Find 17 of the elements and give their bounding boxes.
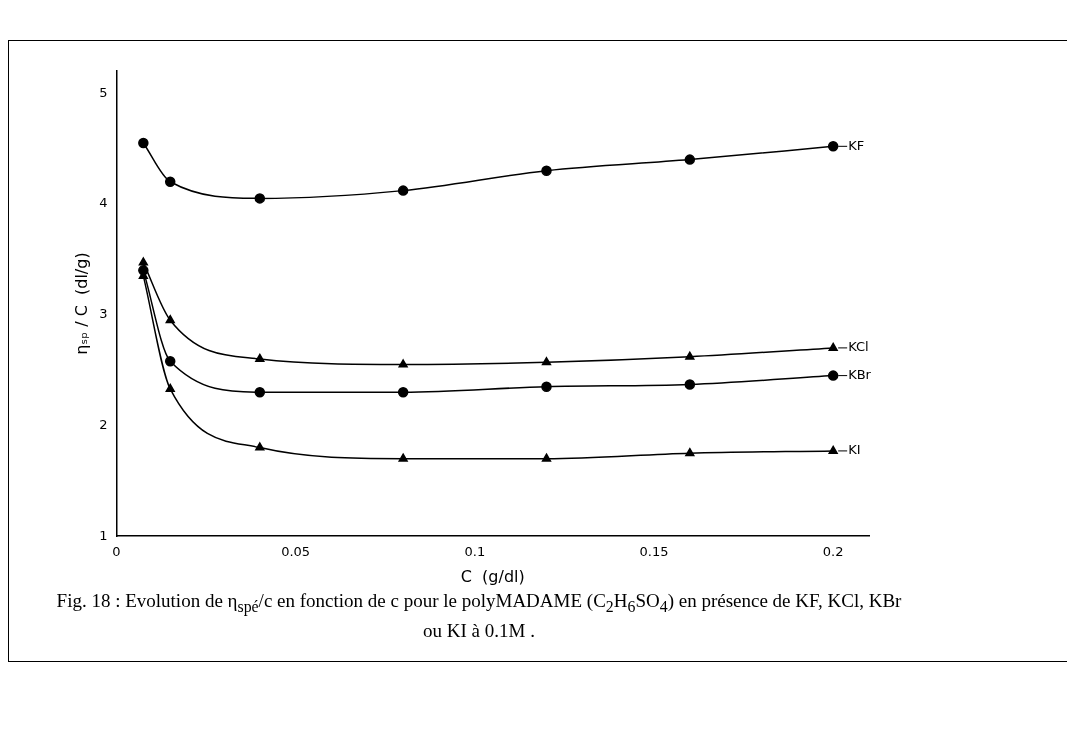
y-tick-label: 4: [99, 195, 108, 211]
y-tick-label: 3: [99, 306, 108, 322]
text: Fig. 18 : Evolution de η$_{spé}$/c en fonction de c pour le polyMADAME (C$_{2}$H$_{6}$SO$_{4}$) en présence de KF, KCl, KBr ou KI à 0.1M .: [56, 590, 902, 641]
x-tick-label: 0.05: [281, 544, 311, 560]
x-axis-title: C (g/dl): [460, 566, 525, 586]
x-tick-label: 0.2: [822, 544, 844, 560]
y-tick-label: 1: [99, 527, 108, 543]
x-tick-label: 0.15: [639, 544, 669, 560]
y-tick-label: 5: [99, 84, 108, 100]
legend-label: KF: [848, 137, 865, 153]
legend-label: KBr: [848, 366, 872, 382]
x-tick-label: 0: [112, 544, 121, 560]
legend-label: KI: [848, 442, 861, 458]
y-tick-label: 2: [99, 416, 108, 432]
x-tick-label: 0.1: [464, 544, 486, 560]
y-axis-title: ηₛₚ / C (dl/g): [71, 252, 91, 355]
legend-label: KCl: [848, 339, 869, 355]
